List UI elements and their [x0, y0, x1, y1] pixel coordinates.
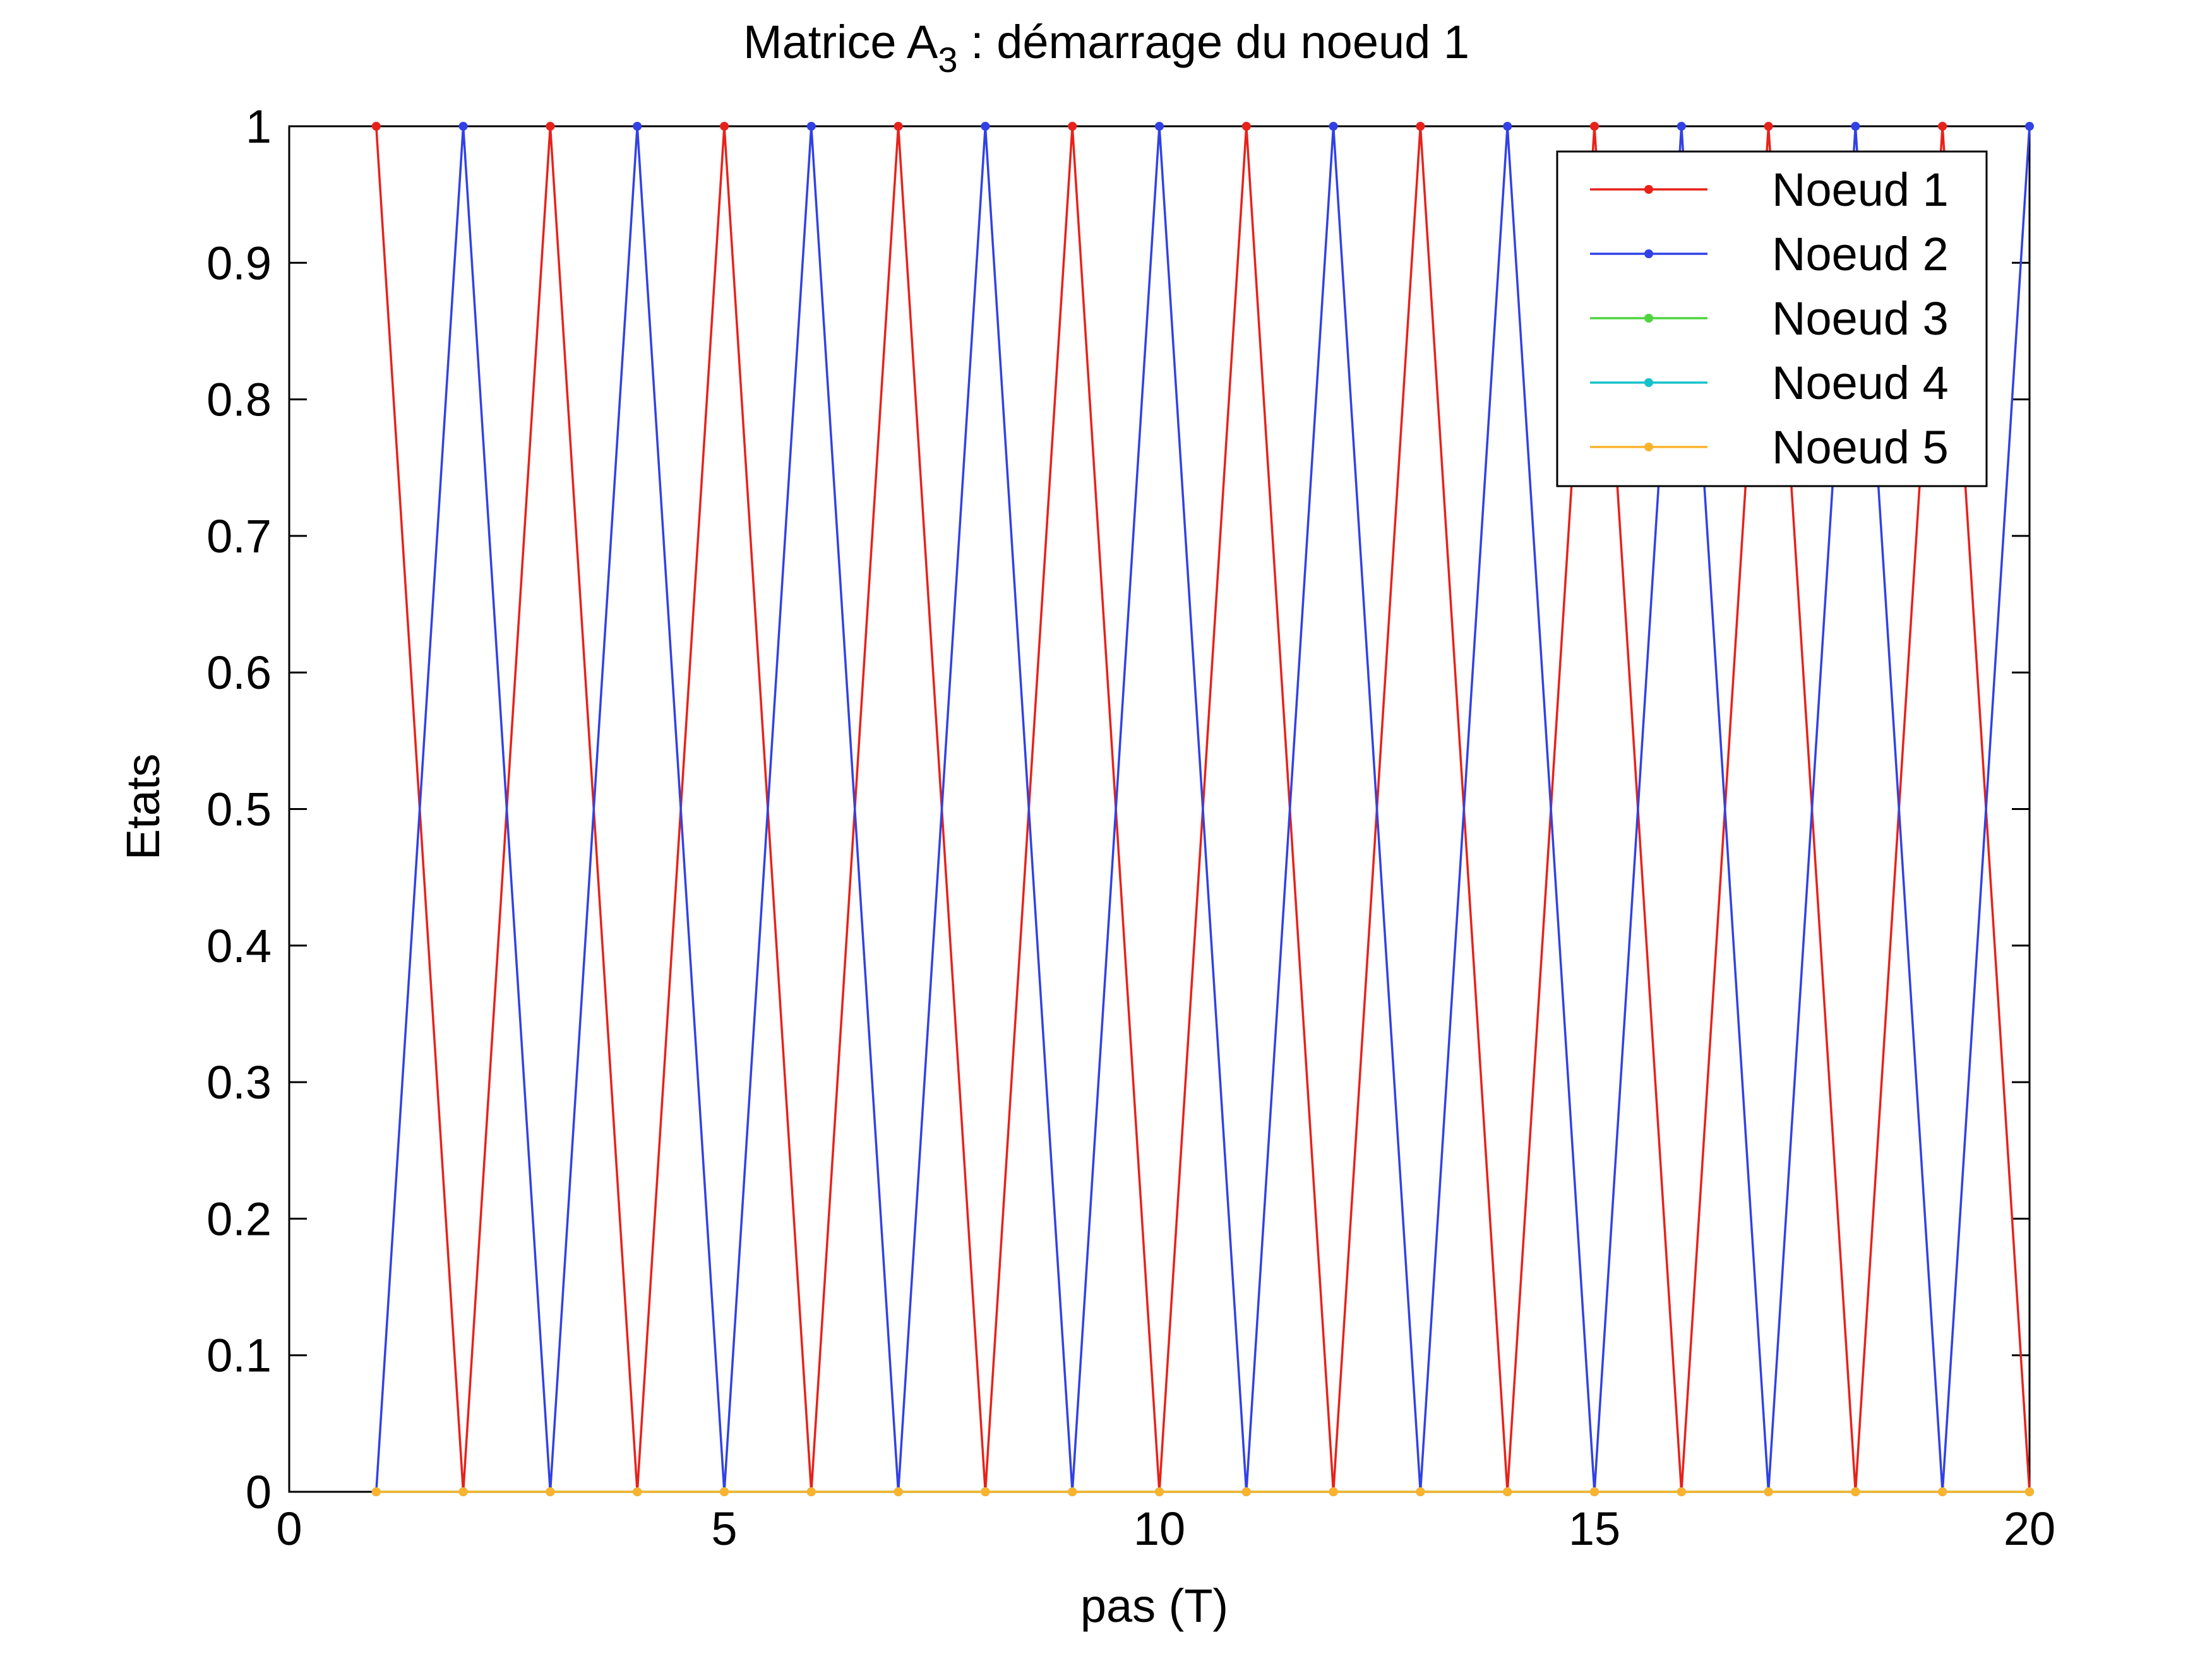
- series-point-5: [1938, 1487, 1947, 1496]
- series-point-5: [458, 1487, 468, 1496]
- chart-title-main: Matrice A: [743, 16, 938, 68]
- legend-swatch-marker: [1644, 314, 1653, 323]
- series-line-2: [375, 126, 2031, 1492]
- series-point-5: [1155, 1487, 1164, 1496]
- series-point-5: [546, 1487, 555, 1496]
- chart-title-rest: : démarrage du noeud 1: [958, 16, 1469, 68]
- x-tick-label: 5: [711, 1503, 737, 1555]
- series-point-1: [1068, 122, 1077, 131]
- series-point-1: [546, 122, 555, 131]
- legend-label: Noeud 3: [1772, 292, 1949, 345]
- y-tick-label: 0.3: [206, 1056, 272, 1109]
- series-point-1: [371, 122, 381, 131]
- legend-label: Noeud 2: [1772, 228, 1949, 280]
- series-point-5: [371, 1487, 381, 1496]
- series-point-5: [2025, 1487, 2034, 1496]
- legend-swatch-marker: [1644, 249, 1653, 258]
- series-point-2: [2025, 122, 2034, 131]
- series-point-5: [1416, 1487, 1425, 1496]
- x-tick-label: 10: [1133, 1503, 1185, 1555]
- series-point-1: [720, 122, 729, 131]
- series-point-5: [1503, 1487, 1512, 1496]
- y-tick-label: 0.4: [206, 920, 272, 972]
- series-point-2: [1329, 122, 1338, 131]
- x-axis-label: pas (T): [1080, 1580, 1228, 1632]
- y-tick-label: 0.1: [206, 1330, 272, 1382]
- series-point-5: [1241, 1487, 1251, 1496]
- y-tick-label: 0.7: [206, 510, 272, 563]
- y-tick-label: 0.8: [206, 374, 272, 426]
- series-point-1: [1241, 122, 1251, 131]
- x-tick-label: 15: [1569, 1503, 1620, 1555]
- series-point-5: [1677, 1487, 1686, 1496]
- series-point-2: [981, 122, 990, 131]
- y-tick-label: 0.5: [206, 783, 272, 836]
- series-point-2: [1677, 122, 1686, 131]
- chart-title: Matrice A3 : démarrage du noeud 1: [743, 16, 1469, 80]
- y-axis-label: Etats: [117, 754, 169, 860]
- series-point-1: [894, 122, 903, 131]
- series-point-5: [981, 1487, 990, 1496]
- series-point-5: [1329, 1487, 1338, 1496]
- y-tick-label: 0.2: [206, 1193, 272, 1245]
- series-point-2: [1155, 122, 1164, 131]
- series-point-2: [458, 122, 468, 131]
- series-point-5: [1068, 1487, 1077, 1496]
- series-point-5: [720, 1487, 729, 1496]
- series-point-5: [894, 1487, 903, 1496]
- series-point-5: [1851, 1487, 1860, 1496]
- legend-swatch-marker: [1644, 378, 1653, 387]
- series-point-2: [1851, 122, 1860, 131]
- x-tick-label: 0: [276, 1503, 302, 1555]
- series-point-2: [806, 122, 816, 131]
- x-tick-label: 20: [2004, 1503, 2055, 1555]
- series-point-5: [806, 1487, 816, 1496]
- series-point-1: [1764, 122, 1773, 131]
- series-point-1: [1590, 122, 1599, 131]
- legend-swatch-marker: [1644, 443, 1653, 451]
- y-tick-label: 1: [246, 100, 272, 153]
- series-point-2: [633, 122, 642, 131]
- y-tick-label: 0: [246, 1466, 272, 1518]
- series-point-1: [1938, 122, 1947, 131]
- series-point-5: [1764, 1487, 1773, 1496]
- chart-title-subscript: 3: [938, 40, 957, 80]
- series-point-2: [1503, 122, 1512, 131]
- series-point-1: [1416, 122, 1425, 131]
- legend-label: Noeud 5: [1772, 421, 1949, 473]
- legend-swatch-marker: [1644, 185, 1653, 194]
- series-point-5: [633, 1487, 642, 1496]
- y-tick-label: 0.6: [206, 646, 272, 699]
- y-tick-label: 0.9: [206, 237, 272, 289]
- plot-area: 0 5 10 15 20 0 0.1 0.2 0.3 0.4 0.5 0.6 0.7 0.8 0.9 1 Noe…: [206, 100, 2055, 1555]
- series-point-5: [1590, 1487, 1599, 1496]
- legend-label: Noeud 1: [1772, 164, 1949, 216]
- legend-label: Noeud 4: [1772, 357, 1949, 409]
